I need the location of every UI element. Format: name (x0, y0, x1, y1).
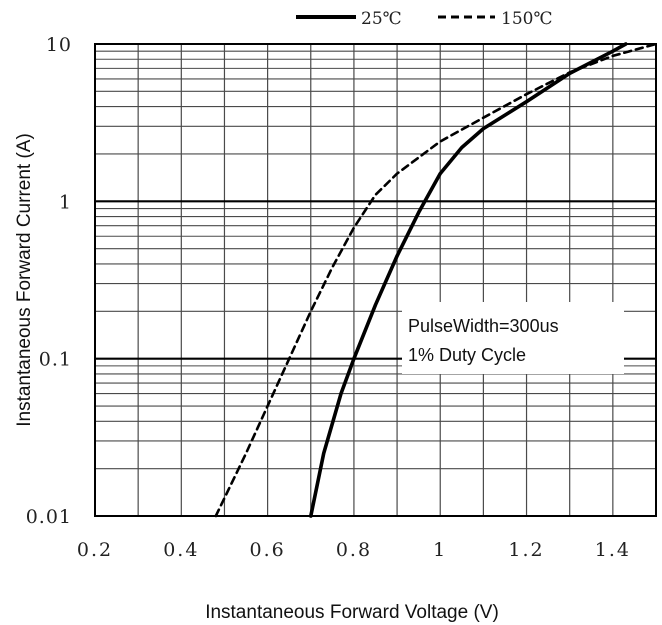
y-tick-label: 1 (59, 191, 72, 213)
x-tick-label: 0.8 (336, 539, 372, 561)
legend: 25℃ 150℃ (296, 9, 552, 29)
annotation-pulse-width: PulseWidth=300us (408, 316, 559, 336)
plot-frame (94, 43, 657, 517)
series-line-25c (309, 42, 628, 518)
y-tick-label: 10 (46, 34, 72, 56)
x-tick-label: 1.2 (508, 539, 544, 561)
x-tick-label: 0.2 (77, 539, 113, 561)
x-tick-label: 1 (433, 539, 447, 561)
legend-label-150c: 150℃ (501, 9, 552, 29)
y-tick-label: 0.01 (26, 506, 72, 528)
annotation-box: PulseWidth=300us 1% Duty Cycle (402, 302, 624, 374)
x-tick-label: 0.6 (250, 539, 286, 561)
legend-label-25c: 25℃ (361, 9, 402, 29)
y-tick-labels: 0.01 0.1 1 10 (26, 34, 72, 528)
x-tick-label: 0.4 (163, 539, 199, 561)
annotation-duty-cycle: 1% Duty Cycle (408, 345, 526, 365)
x-axis-label: Instantaneous Forward Voltage (V) (205, 602, 499, 623)
minor-grid (94, 44, 657, 516)
y-axis-label: Instantaneous Forward Current (A) (14, 133, 35, 427)
series-line-150c (214, 42, 658, 518)
series-layer (214, 42, 658, 518)
x-tick-label: 1.4 (595, 539, 631, 561)
y-tick-label: 0.1 (39, 349, 72, 371)
x-tick-labels: 0.2 0.4 0.6 0.8 1 1.2 1.4 (77, 539, 631, 561)
